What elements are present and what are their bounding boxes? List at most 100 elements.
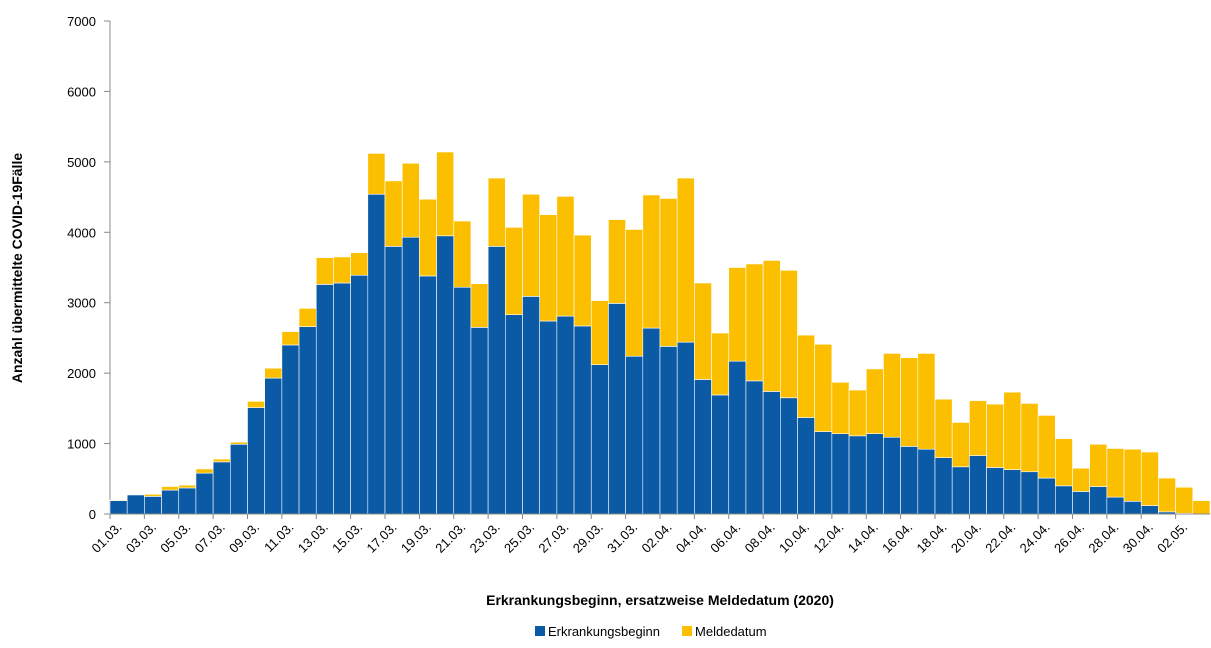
x-tick-label: 09.03. xyxy=(226,520,262,556)
bar-segment xyxy=(608,219,626,304)
bar-segment xyxy=(298,308,317,327)
y-tick-label: 1000 xyxy=(67,437,96,452)
x-tick-label: 29.03. xyxy=(570,520,606,556)
bar-segment xyxy=(126,494,145,515)
y-tick-label: 3000 xyxy=(67,296,96,311)
bar-segment xyxy=(401,236,420,515)
bar-segment xyxy=(848,389,867,437)
x-tick-label: 15.03. xyxy=(329,520,365,556)
bar-segment xyxy=(350,274,369,515)
bar-segment xyxy=(1140,505,1159,515)
bar-segment xyxy=(986,467,1005,515)
bar-segment xyxy=(1158,477,1176,513)
x-tick-label: 21.03. xyxy=(432,520,468,556)
bar-segment xyxy=(1175,486,1194,514)
bar-segment xyxy=(951,422,970,468)
bar-segment xyxy=(264,367,283,379)
x-tick-label: 22.04. xyxy=(982,520,1018,556)
bar-segment xyxy=(281,331,300,346)
bar-segment xyxy=(505,227,523,315)
bar-segment xyxy=(247,407,265,515)
x-tick-label: 08.04. xyxy=(742,520,778,556)
bar-segment xyxy=(900,357,919,447)
bar-segment xyxy=(1140,451,1159,506)
bar-segment xyxy=(745,380,764,515)
bar-segment xyxy=(831,433,850,515)
legend-swatch xyxy=(535,626,545,636)
bar-segment xyxy=(315,284,334,515)
x-tick-label: 26.04. xyxy=(1051,520,1087,556)
bar-segment xyxy=(315,257,334,285)
bar-segment xyxy=(780,397,798,515)
y-tick-label: 6000 xyxy=(67,84,96,99)
bar-segment xyxy=(969,455,987,515)
bar-segment xyxy=(625,355,644,515)
bar-segment xyxy=(178,487,197,515)
y-tick-label: 2000 xyxy=(67,366,96,381)
bar-segment xyxy=(865,368,884,435)
bar-segment xyxy=(917,353,936,450)
bar-segment xyxy=(1037,477,1056,515)
bar-segment xyxy=(625,229,644,357)
x-tick-label: 20.04. xyxy=(948,520,984,556)
x-tick-label: 13.03. xyxy=(295,520,331,556)
bar-segment xyxy=(178,484,197,489)
bar-segment xyxy=(109,500,128,515)
bar-segment xyxy=(969,400,987,456)
x-tick-label: 30.04. xyxy=(1120,520,1156,556)
bar-segment xyxy=(470,283,489,328)
legend-label: Meldedatum xyxy=(695,624,767,639)
bar-segment xyxy=(573,234,592,327)
bar-segment xyxy=(470,327,489,515)
x-tick-label: 16.04. xyxy=(879,520,915,556)
bar-segment xyxy=(848,435,867,515)
y-tick-label: 5000 xyxy=(67,155,96,170)
x-tick-label: 17.03. xyxy=(364,520,400,556)
bar-segment xyxy=(212,461,231,515)
bar-segment xyxy=(1003,469,1022,515)
bar-segment xyxy=(934,398,953,458)
bar-segment xyxy=(333,256,351,284)
bar-segment xyxy=(161,486,180,491)
bar-segment xyxy=(384,180,403,247)
bar-segment xyxy=(711,394,730,515)
x-tick-label: 01.03. xyxy=(89,520,125,556)
bar-segment xyxy=(109,499,128,501)
bar-segment xyxy=(814,431,833,515)
x-tick-label: 12.04. xyxy=(810,520,846,556)
bar-segment xyxy=(728,360,747,515)
x-tick-label: 18.04. xyxy=(914,520,950,556)
bar-segment xyxy=(1089,486,1108,515)
bar-segment xyxy=(1106,496,1125,515)
bar-segment xyxy=(453,286,472,515)
bar-segment xyxy=(161,489,180,515)
bar-segment xyxy=(264,377,283,515)
y-tick-label: 4000 xyxy=(67,225,96,240)
bar-segment xyxy=(247,401,265,408)
y-axis-title: Anzahl übermittelte COVID-19Fälle xyxy=(9,153,25,383)
bar-segment xyxy=(608,303,626,515)
bar-segment xyxy=(883,436,901,515)
bar-segment xyxy=(298,326,317,515)
x-tick-label: 28.04. xyxy=(1085,520,1121,556)
bar-segment xyxy=(230,443,248,515)
bar-segment xyxy=(951,466,970,515)
bar-segment xyxy=(780,270,798,399)
bar-segment xyxy=(195,468,214,474)
bar-segment xyxy=(676,341,695,515)
bar-segment xyxy=(1072,491,1090,515)
bar-segment xyxy=(762,260,781,392)
bar-segment xyxy=(419,198,437,277)
x-axis-title: Erkrankungsbeginn, ersatzweise Meldedatu… xyxy=(486,592,834,608)
bar-segment xyxy=(986,403,1005,468)
bar-segment xyxy=(1055,438,1073,487)
x-tick-label: 04.04. xyxy=(673,520,709,556)
bar-segment xyxy=(522,193,540,297)
bar-segment xyxy=(436,151,455,237)
bar-segment xyxy=(1123,448,1142,502)
bar-segment xyxy=(453,220,472,288)
x-tick-label: 25.03. xyxy=(501,520,537,556)
legend-swatch xyxy=(682,626,693,636)
bar-segment xyxy=(814,343,833,432)
x-tick-label: 31.03. xyxy=(604,520,640,556)
